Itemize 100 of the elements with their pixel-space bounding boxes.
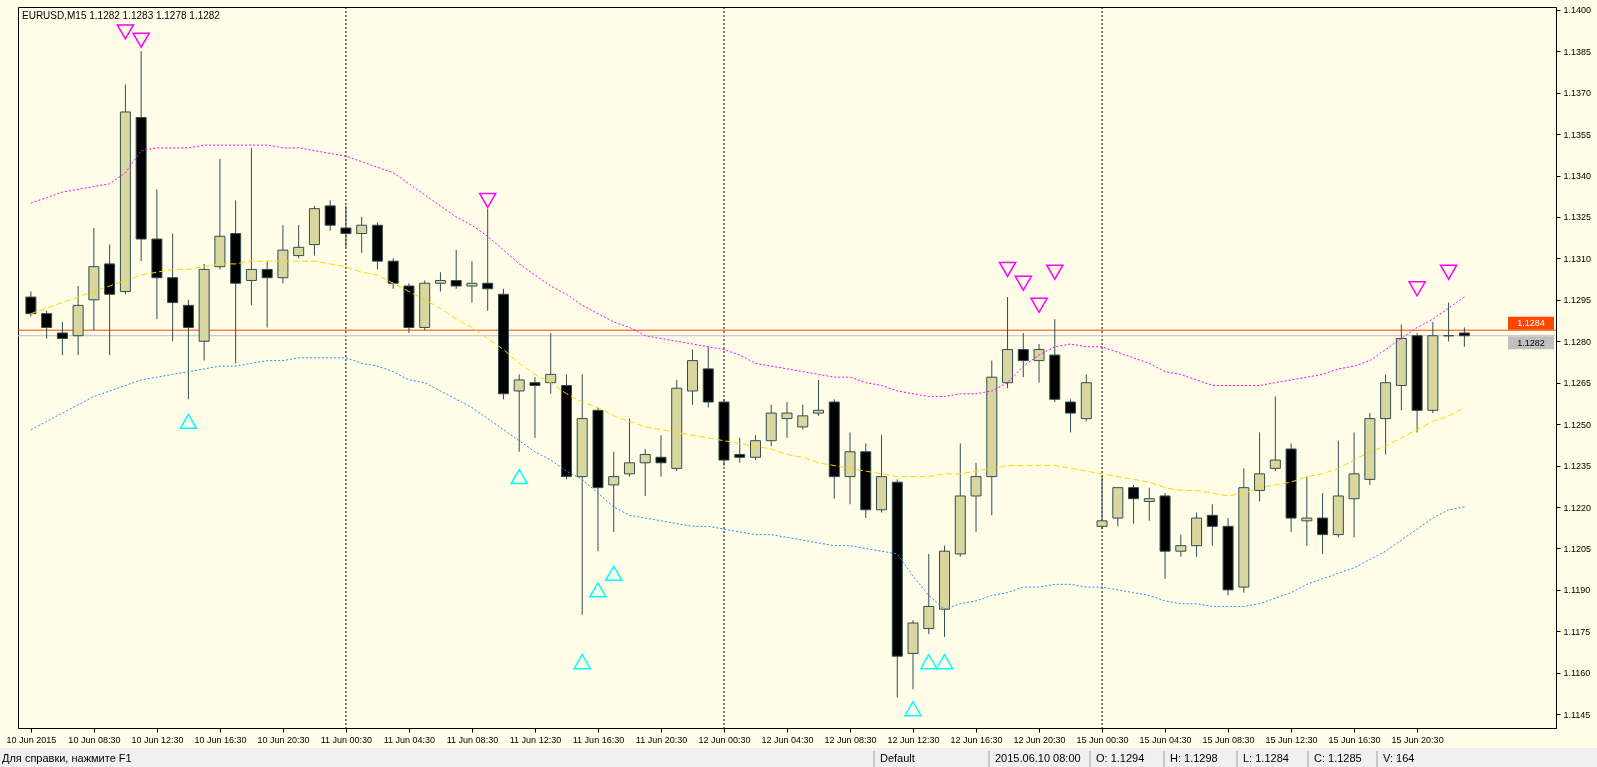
- candlestick: [734, 437, 746, 464]
- point: [510, 468, 529, 485]
- line-series: [30, 144, 1465, 398]
- point: [132, 32, 150, 48]
- candlestick: [56, 321, 68, 356]
- point: [573, 653, 592, 670]
- x-tick-label: 15 Jun 16:30: [1328, 734, 1381, 745]
- candlestick: [1096, 476, 1108, 530]
- x-tick-label: 12 Jun 08:30: [824, 734, 877, 745]
- y-tick-label: 1.1160: [1563, 668, 1591, 679]
- y-tick-label: 1.1175: [1563, 626, 1591, 637]
- candlestick: [923, 553, 935, 635]
- y-tick-label: 1.1250: [1563, 419, 1592, 430]
- line-series: [30, 357, 1465, 610]
- point: [478, 192, 497, 209]
- y-tick-label: 1.1190: [1563, 585, 1591, 596]
- point: [935, 653, 954, 670]
- candlestick: [623, 418, 635, 478]
- candlestick: [639, 448, 651, 497]
- text: L: 1.1284: [1243, 752, 1289, 764]
- point: [998, 261, 1017, 278]
- y-tick-label: 1.1310: [1563, 253, 1592, 264]
- candlestick: [324, 199, 336, 232]
- candlestick: [387, 257, 399, 290]
- candlestick: [781, 401, 793, 439]
- y-tick-label: 1.1205: [1563, 543, 1592, 554]
- candlestick: [466, 260, 478, 304]
- candlestick: [797, 404, 809, 431]
- candlestick: [1175, 534, 1187, 558]
- x-tick-label: 10 Jun 12:30: [131, 734, 184, 745]
- candlestick: [1317, 492, 1329, 555]
- text: Для справки, нажмите F1: [2, 752, 132, 764]
- x-tick-label: 11 Jun 08:30: [446, 734, 499, 745]
- candlestick: [970, 462, 982, 533]
- y-tick-label: 1.1400: [1563, 5, 1592, 16]
- point: [1439, 264, 1458, 280]
- y-tick-label: 1.1295: [1563, 295, 1592, 306]
- candlestick: [1143, 487, 1155, 522]
- x-tick-label: 11 Jun 20:30: [635, 734, 688, 745]
- candlestick: [41, 310, 53, 339]
- x-tick-label: 10 Jun 2015: [6, 734, 57, 745]
- candlestick: [356, 216, 368, 254]
- candlestick: [1458, 326, 1470, 348]
- candlestick: [245, 147, 257, 306]
- y-tick-label: 1.1145: [1563, 709, 1591, 720]
- x-tick-label: 15 Jun 20:30: [1391, 734, 1444, 745]
- candlestick: [434, 271, 446, 293]
- candlestick: [1065, 398, 1077, 433]
- y-tick-label: 1.1355: [1563, 129, 1592, 140]
- candlestick: [261, 260, 273, 328]
- point: [904, 700, 922, 717]
- x-tick-label: 12 Jun 20:30: [1013, 734, 1066, 745]
- candlestick: [1301, 476, 1313, 547]
- candlestick: [1206, 503, 1218, 547]
- ref-line-label: 1.1284: [1517, 318, 1545, 329]
- x-tick-label: 11 Jun 16:30: [572, 734, 625, 745]
- y-tick-label: 1.1235: [1563, 461, 1592, 472]
- x-tick-label: 12 Jun 16:30: [950, 734, 1003, 745]
- x-tick-label: 15 Jun 08:30: [1202, 734, 1255, 745]
- candlestick: [513, 373, 525, 453]
- candlestick: [1128, 484, 1140, 525]
- candlestick: [1269, 396, 1281, 472]
- x-tick-label: 15 Jun 00:30: [1076, 734, 1129, 745]
- text: 2015.06.10 08:00: [995, 752, 1081, 764]
- x-tick-label: 12 Jun 04:30: [761, 734, 814, 745]
- y-tick-label: 1.1325: [1563, 212, 1592, 223]
- text: V: 164: [1383, 752, 1415, 764]
- point: [1045, 264, 1064, 280]
- x-tick-label: 11 Jun 04:30: [383, 734, 436, 745]
- x-tick-label: 12 Jun 00:30: [698, 734, 751, 745]
- point: [1408, 281, 1426, 297]
- x-tick-label: 12 Jun 12:30: [887, 734, 940, 745]
- text: H: 1.1298: [1170, 752, 1218, 764]
- point: [116, 24, 135, 40]
- text: Default: [880, 752, 915, 764]
- x-tick-label: 10 Jun 08:30: [68, 734, 121, 745]
- y-tick-label: 1.1370: [1563, 88, 1592, 99]
- x-tick-label: 15 Jun 12:30: [1265, 734, 1318, 745]
- text: O: 1.1294: [1096, 752, 1145, 764]
- candlestick: [1254, 431, 1266, 502]
- candlestick: [450, 249, 462, 290]
- candlestick: [1017, 332, 1029, 378]
- chart-title: EURUSD,M15 1.1282 1.1283 1.1278 1.1282: [22, 10, 221, 21]
- point: [604, 565, 623, 582]
- x-tick-label: 10 Jun 16:30: [194, 734, 247, 745]
- candlestick: [482, 208, 494, 312]
- candlestick: [25, 291, 37, 317]
- x-tick-label: 10 Jun 20:30: [257, 734, 310, 745]
- point: [1030, 297, 1048, 314]
- y-tick-label: 1.1265: [1563, 378, 1592, 389]
- candlestick: [813, 379, 825, 417]
- candlestick: [182, 299, 194, 400]
- x-tick-label: 11 Jun 00:30: [320, 734, 373, 745]
- candlestick: [655, 434, 667, 478]
- y-tick-label: 1.1220: [1563, 502, 1592, 513]
- ref-line-label: 1.1282: [1517, 337, 1545, 348]
- y-tick-label: 1.1280: [1563, 336, 1592, 347]
- x-tick-label: 11 Jun 12:30: [509, 734, 562, 745]
- point: [919, 653, 938, 670]
- x-tick-label: 15 Jun 04:30: [1139, 734, 1192, 745]
